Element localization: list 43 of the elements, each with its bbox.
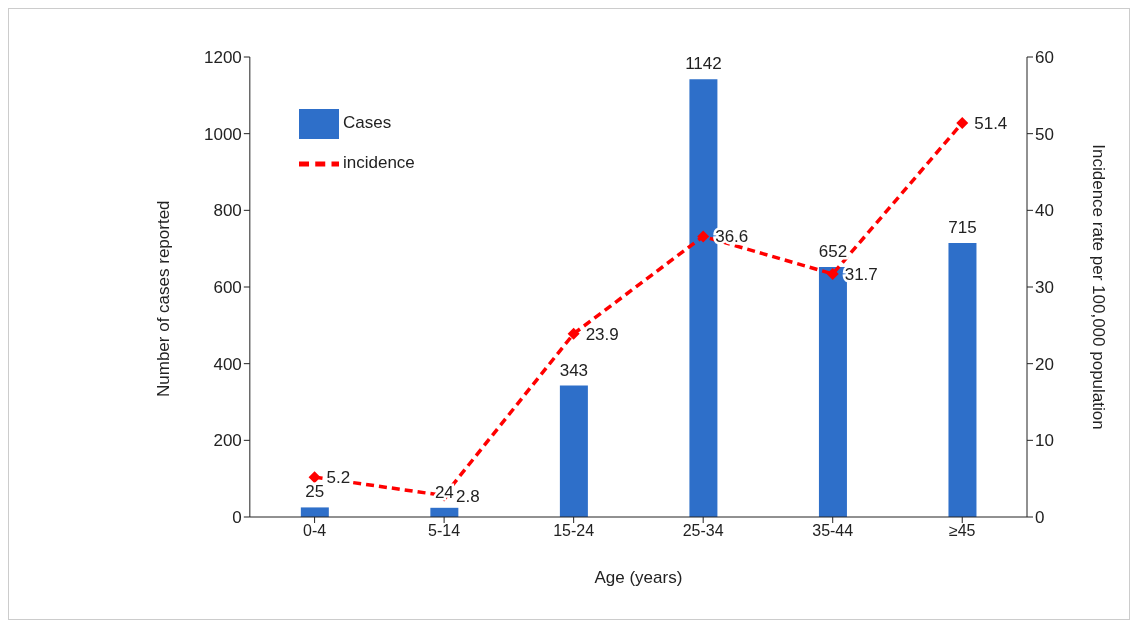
y-tick-label: 0 [232, 508, 242, 528]
x-tick-label: 0-4 [303, 522, 327, 540]
point [826, 267, 839, 280]
y2-tick-label: 20 [1035, 354, 1054, 374]
y2-tick-label: 0 [1035, 508, 1045, 528]
x-tick-label: 5-14 [428, 522, 461, 540]
y2-axis-title: Incidence rate per 100,000 population [1089, 144, 1108, 430]
legend-label: Cases [343, 113, 392, 133]
bar [818, 267, 847, 517]
x-tick-label: ≥45 [948, 522, 976, 540]
data-label: 652 [818, 242, 848, 262]
y-tick-label: 1200 [204, 48, 242, 68]
bar [559, 385, 588, 517]
y-tick-label: 200 [213, 431, 242, 451]
x-tick-label: 35-44 [812, 522, 854, 540]
legend-label: incidence [343, 153, 415, 173]
data-label: 2.8 [456, 486, 480, 506]
x-axis-title: Age (years) [594, 568, 683, 587]
y2-tick-label: 50 [1035, 124, 1054, 144]
y-tick-label: 400 [213, 354, 242, 374]
y-tick-label: 1000 [204, 124, 242, 144]
y-axis-title: Number of cases reported [153, 200, 173, 397]
data-label: 51.4 [974, 113, 1008, 133]
y2-tick-label: 40 [1035, 201, 1054, 221]
bar [300, 507, 329, 517]
x-tick-label: 25-34 [682, 522, 724, 540]
point [308, 471, 321, 484]
y-tick-label: 600 [213, 278, 242, 298]
point [697, 230, 710, 243]
point [567, 327, 580, 340]
data-label: 23.9 [585, 324, 619, 344]
bar [948, 242, 977, 517]
y-tick-label: 800 [213, 201, 242, 221]
x-tick-label: 15-24 [553, 522, 595, 540]
data-label: 343 [559, 360, 589, 380]
y2-tick-label: 30 [1035, 278, 1054, 298]
data-label: 25 [305, 482, 325, 502]
data-label: 715 [948, 217, 977, 237]
y2-tick-label: 60 [1035, 48, 1054, 68]
y2-tick-label: 10 [1035, 431, 1054, 451]
data-label: 1142 [685, 54, 722, 74]
point [956, 116, 969, 129]
bar [689, 79, 718, 517]
